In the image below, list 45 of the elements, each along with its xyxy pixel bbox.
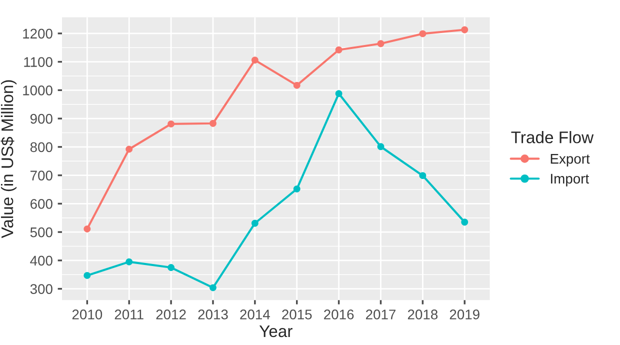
y-tick-label: 300 — [30, 284, 52, 294]
x-tick-label: 2012 — [156, 310, 186, 320]
point — [251, 220, 258, 227]
legend-title: Trade Flow — [511, 131, 594, 144]
y-tick-label: 400 — [30, 256, 52, 266]
y-tick-label: 900 — [30, 114, 52, 124]
x-axis-title: Year — [259, 326, 292, 338]
point — [251, 56, 258, 64]
y-tick-label: 600 — [30, 199, 52, 209]
point — [84, 272, 91, 279]
legend-label: Import — [551, 174, 590, 186]
x-tick-label: 2018 — [408, 310, 438, 320]
x-tick-label: 2010 — [72, 310, 102, 320]
point — [377, 40, 384, 48]
x-tick-label: 2011 — [114, 310, 144, 320]
y-tick-label: 1100 — [24, 57, 52, 67]
point — [84, 225, 91, 232]
y-tick-label: 1000 — [23, 86, 52, 96]
x-tick-label: 2013 — [198, 310, 228, 320]
x-tick-label: 2014 — [240, 310, 270, 320]
y-tick-label: 500 — [30, 227, 52, 238]
point — [168, 264, 175, 271]
point — [377, 143, 384, 150]
point — [126, 258, 133, 266]
point — [335, 90, 342, 98]
point — [419, 30, 426, 38]
x-tick-label: 2017 — [366, 310, 396, 320]
point — [293, 185, 300, 192]
legend-label: Export — [550, 154, 590, 166]
x-tick-label: 2015 — [282, 310, 312, 320]
point — [126, 146, 133, 153]
y-tick-label: 700 — [30, 170, 52, 180]
point — [419, 172, 426, 180]
point — [293, 82, 300, 89]
point — [461, 218, 468, 226]
point — [335, 46, 342, 54]
x-tick-label: 2016 — [324, 310, 354, 320]
point — [461, 26, 468, 34]
point — [168, 120, 175, 128]
x-tick-label: 2019 — [450, 310, 480, 320]
point — [210, 120, 216, 127]
point — [210, 284, 216, 292]
y-tick-label: 800 — [30, 142, 52, 152]
y-axis-title: Value (in US$ Million) — [0, 80, 17, 238]
y-tick-label: 1200 — [23, 28, 52, 39]
